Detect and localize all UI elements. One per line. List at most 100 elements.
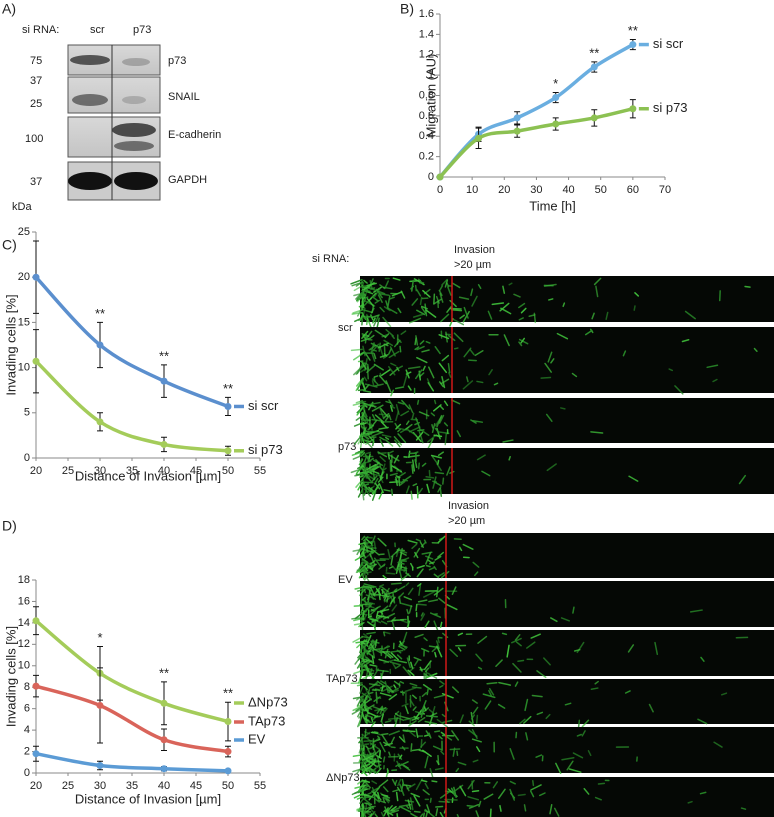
cell xyxy=(391,604,398,612)
x-axis-label: Distance of Invasion [µm] xyxy=(75,791,221,806)
cell xyxy=(420,306,427,314)
cell xyxy=(379,438,384,447)
cell xyxy=(361,657,365,662)
cell xyxy=(520,307,527,314)
point xyxy=(224,748,232,756)
point xyxy=(32,750,40,758)
cell xyxy=(393,659,408,664)
image-annotation: Invasion xyxy=(454,244,495,256)
cell xyxy=(594,796,603,801)
cell xyxy=(351,707,364,715)
cell xyxy=(433,481,442,487)
cell xyxy=(408,720,417,727)
cell xyxy=(362,574,365,580)
cell xyxy=(451,282,461,289)
cell xyxy=(418,584,422,596)
cell xyxy=(371,404,384,412)
cell xyxy=(441,278,448,286)
cell xyxy=(386,805,393,812)
cell xyxy=(439,285,444,291)
cell xyxy=(367,689,371,694)
cell xyxy=(371,342,375,350)
cell xyxy=(351,451,364,456)
cell xyxy=(457,761,467,766)
cell xyxy=(433,694,445,699)
y-tick-label: 16 xyxy=(18,595,30,607)
cell xyxy=(435,295,440,304)
cell xyxy=(403,784,412,787)
cell xyxy=(354,586,365,590)
cell xyxy=(399,680,405,684)
cell xyxy=(492,781,499,789)
cell xyxy=(700,656,705,662)
cell xyxy=(591,312,595,320)
cell xyxy=(684,310,696,320)
cell xyxy=(477,284,482,290)
cell xyxy=(388,399,394,407)
cell xyxy=(382,587,390,599)
cell xyxy=(392,592,396,603)
series-line xyxy=(34,751,230,773)
cell xyxy=(351,616,364,620)
significance: ** xyxy=(95,306,105,321)
cell xyxy=(530,784,542,791)
band-label: SNAIL xyxy=(168,91,200,103)
cell xyxy=(389,472,398,476)
cell xyxy=(352,353,364,361)
cell xyxy=(411,464,414,474)
cell xyxy=(399,558,406,561)
cell xyxy=(380,733,389,736)
cell xyxy=(354,784,367,789)
cell xyxy=(370,605,381,612)
y-tick-label: 0 xyxy=(428,171,434,183)
cell xyxy=(352,636,364,643)
cell xyxy=(414,284,418,292)
y-tick-label: 1.4 xyxy=(419,28,434,40)
cell xyxy=(363,315,373,319)
y-tick-label: 0.2 xyxy=(419,151,434,163)
cell xyxy=(360,749,364,761)
cell xyxy=(438,362,448,374)
cell xyxy=(440,731,446,736)
cell xyxy=(456,430,461,438)
cell xyxy=(481,470,491,477)
x-tick-label: 55 xyxy=(254,465,266,477)
cell xyxy=(471,790,480,793)
cell xyxy=(406,620,411,628)
cell xyxy=(419,666,423,672)
cell xyxy=(356,703,363,708)
band xyxy=(72,94,108,106)
cell xyxy=(366,605,375,609)
image-frame xyxy=(360,777,774,817)
cell xyxy=(433,399,437,405)
cell xyxy=(396,427,407,431)
cell xyxy=(386,768,389,774)
microscopy-images xyxy=(350,276,774,817)
cell xyxy=(361,535,366,541)
cell xyxy=(459,785,467,797)
cell xyxy=(437,486,442,493)
cell xyxy=(374,757,378,764)
point xyxy=(552,120,560,128)
cell xyxy=(556,332,569,340)
cell xyxy=(363,780,371,789)
cell xyxy=(418,431,424,444)
cell xyxy=(395,568,408,572)
cell xyxy=(419,340,425,345)
point xyxy=(590,114,598,122)
cell xyxy=(418,411,430,417)
cell xyxy=(372,706,385,712)
cell xyxy=(401,703,409,707)
cell xyxy=(357,481,363,491)
cell xyxy=(358,737,364,744)
cell xyxy=(370,334,375,339)
cell xyxy=(391,778,397,786)
cell xyxy=(390,649,404,653)
cell xyxy=(352,754,364,758)
cell xyxy=(411,694,417,699)
cell xyxy=(441,354,450,362)
cell xyxy=(364,290,368,297)
cell xyxy=(380,707,388,717)
blot-header: si RNA: xyxy=(22,24,59,36)
cell xyxy=(356,796,363,800)
